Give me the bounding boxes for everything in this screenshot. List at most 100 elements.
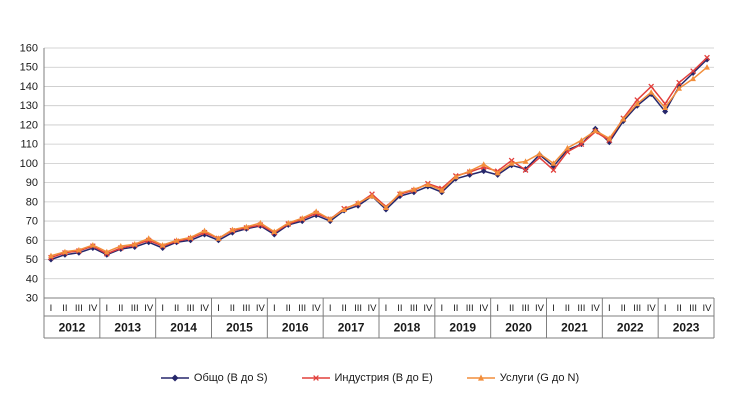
triangle-marker-icon [522,158,529,164]
quarter-tick-label: I [608,303,611,314]
triangle-marker-icon [606,135,613,141]
quarter-tick-label: II [509,303,514,314]
legend-item: Услуги (G до N) [466,372,580,384]
quarter-tick-label: III [242,303,250,314]
quarter-tick-label: IV [88,303,98,314]
quarter-tick-label: II [397,303,402,314]
quarter-tick-label: I [385,303,388,314]
x-marker-icon [301,375,330,381]
triangle-marker-icon [466,374,495,381]
triangle-marker-icon [271,228,278,235]
triangle-marker-icon [550,160,557,166]
triangle-marker-icon [341,206,348,212]
triangle-marker-icon [690,75,696,82]
quarter-tick-label: II [676,303,681,314]
year-label: 2015 [226,321,253,335]
quarter-tick-label: IV [368,303,378,314]
triangle-marker-icon [480,161,487,167]
triangle-marker-icon [145,235,152,241]
year-label: 2018 [394,321,421,335]
quarter-tick-label: IV [535,303,545,314]
triangle-marker-icon [117,242,124,249]
triangle-marker-icon [89,242,96,248]
triangle-marker-icon [173,237,180,243]
triangle-marker-icon [452,173,459,180]
triangle-marker-icon [383,204,389,211]
y-tick-label: 90 [26,177,38,189]
diamond-marker-icon [160,374,189,382]
legend-item: Индустрия (B до E) [301,372,433,384]
quarter-tick-label: II [565,303,570,314]
line-chart: 30 40 50 60 70 80 90 100 110 120 130 140 150 160 I II II… [0,28,740,358]
triangle-marker-icon [466,167,473,174]
triangle-marker-icon [62,248,68,255]
triangle-marker-icon [48,252,54,259]
triangle-marker-icon [438,187,445,193]
y-tick-label: 160 [20,43,38,55]
quarter-tick-label: II [341,303,346,314]
y-tick-label: 30 [26,293,38,305]
quarter-tick-label: III [466,303,474,314]
triangle-marker-icon [201,227,208,234]
series-line [50,57,708,259]
triangle-marker-icon [620,116,627,122]
y-tick-label: 60 [26,235,38,247]
triangle-marker-icon [704,64,710,70]
triangle-marker-icon [424,181,431,187]
y-tick-label: 110 [20,139,38,151]
y-tick-label: 40 [26,273,38,285]
quarter-tick-label: II [286,303,291,314]
quarter-tick-label: II [174,303,179,314]
quarter-tick-label: I [273,303,276,314]
triangle-marker-icon [215,235,222,241]
x-marker-icon [550,167,557,173]
quarter-tick-label: I [329,303,332,314]
quarter-tick-label: III [187,303,195,314]
year-label: 2013 [114,321,141,335]
y-tick-label: 150 [20,62,38,74]
triangle-marker-icon [508,160,515,166]
y-tick-label: 140 [20,81,38,93]
quarter-tick-label: II [62,303,67,314]
triangle-marker-icon [369,192,375,199]
quarter-tick-label: II [621,303,626,314]
quarter-tick-label: III [689,303,697,314]
triangle-marker-icon [75,246,82,253]
quarter-tick-label: IV [256,303,266,314]
quarter-tick-label: I [50,303,53,314]
quarter-tick-label: III [633,303,641,314]
quarter-tick-label: III [577,303,585,314]
quarter-tick-label: IV [647,303,657,314]
quarter-tick-label: I [440,303,443,314]
quarter-tick-label: II [230,303,235,314]
quarter-tick-label: I [552,303,555,314]
legend-label: Индустрия (B до E) [334,372,433,384]
quarter-tick-label: IV [591,303,601,314]
y-tick-label: 100 [20,158,38,170]
series-line [50,66,708,257]
legend-label: Общо (B до S) [193,372,268,384]
quarter-tick-label: IV [200,303,210,314]
triangle-marker-icon [662,104,669,111]
triangle-marker-icon [648,89,655,95]
quarter-tick-label: I [217,303,220,314]
x-marker-icon [522,167,529,173]
quarter-tick-label: III [410,303,418,314]
triangle-marker-icon [229,226,236,233]
triangle-marker-icon [243,223,250,230]
triangle-marker-icon [410,186,417,192]
triangle-marker-icon [494,169,501,176]
legend-label: Услуги (G до N) [499,372,580,384]
triangle-marker-icon [564,144,571,151]
triangle-marker-icon [313,208,320,214]
diamond-marker-icon [47,256,54,263]
quarter-tick-label: IV [312,303,322,314]
quarter-tick-label: II [118,303,123,314]
quarter-tick-label: I [105,303,108,314]
quarter-tick-label: III [75,303,83,314]
triangle-marker-icon [187,234,194,240]
triangle-marker-icon [634,100,641,107]
x-marker-icon [704,54,710,61]
y-tick-label: 70 [26,216,38,228]
year-label: 2022 [617,321,644,335]
